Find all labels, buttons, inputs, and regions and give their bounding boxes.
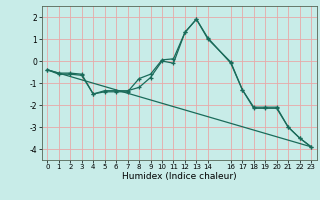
X-axis label: Humidex (Indice chaleur): Humidex (Indice chaleur)	[122, 172, 236, 181]
